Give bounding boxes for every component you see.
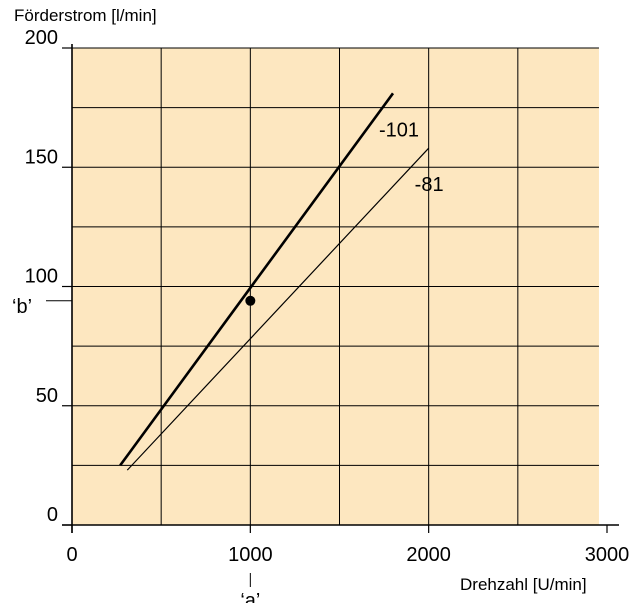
y-tick-label: 200	[25, 27, 58, 49]
y-tick-label: 50	[36, 385, 58, 407]
series-group: -101 -81	[119, 92, 444, 471]
x-tick-label: 1000	[228, 544, 273, 566]
x-tick-label: 3000	[585, 544, 630, 566]
x-tick-label: 2000	[406, 544, 451, 566]
x-axis-title: Drehzahl [U/min]	[460, 575, 587, 594]
y-tick-label: 150	[25, 146, 58, 168]
series-label: -101	[379, 119, 419, 141]
y-tick-label: 100	[25, 266, 58, 288]
series-line	[126, 147, 430, 471]
series-label: -81	[415, 174, 444, 196]
operating-point-marker	[245, 295, 256, 306]
annotation-label: ‘a’	[240, 590, 260, 603]
x-tick-label: 0	[66, 544, 77, 566]
y-tick-label: 0	[47, 504, 58, 526]
axes	[62, 44, 619, 533]
y-axis-title: Förderstrom [l/min]	[14, 6, 157, 25]
annotations: ‘b’ ‘a’	[12, 295, 260, 603]
grid-lines	[72, 47, 599, 525]
series-line	[119, 92, 395, 467]
annotation-label: ‘b’	[12, 296, 32, 318]
